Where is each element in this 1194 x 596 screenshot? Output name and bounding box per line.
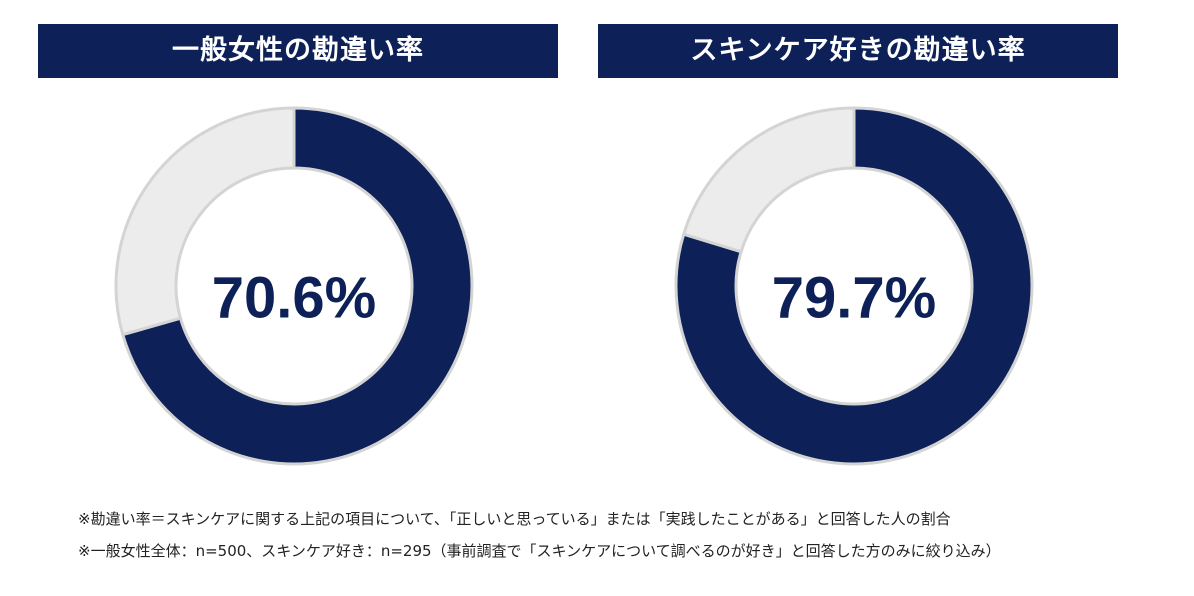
donut-slice-general-women-0 [121, 106, 474, 466]
footnote-sample-size: ※一般女性全体：n=500、スキンケア好き：n=295（事前調査で「スキンケアに… [78, 542, 1001, 560]
donut-chart-skincare-lovers: 79.7% [674, 106, 1034, 466]
footnote-definition: ※勘違い率＝スキンケアに関する上記の項目について、「正しいと思っている」または「… [78, 510, 951, 528]
donut-slice-skincare-lovers-1 [682, 106, 856, 254]
chart-title-skincare-lovers: スキンケア好きの勘違い率 [598, 24, 1118, 78]
center-value-general-women: 70.6% [212, 265, 376, 330]
donut-slice-skincare-lovers-0 [674, 106, 1034, 466]
donut-slices-general-women [114, 106, 474, 466]
donut-chart-general-women: 70.6% [114, 106, 474, 466]
donut-slices-skincare-lovers [674, 106, 1034, 466]
center-value-skincare-lovers: 79.7% [772, 265, 936, 330]
donut-slice-general-women-1 [114, 106, 296, 337]
chart-title-general-women: 一般女性の勘違い率 [38, 24, 558, 78]
